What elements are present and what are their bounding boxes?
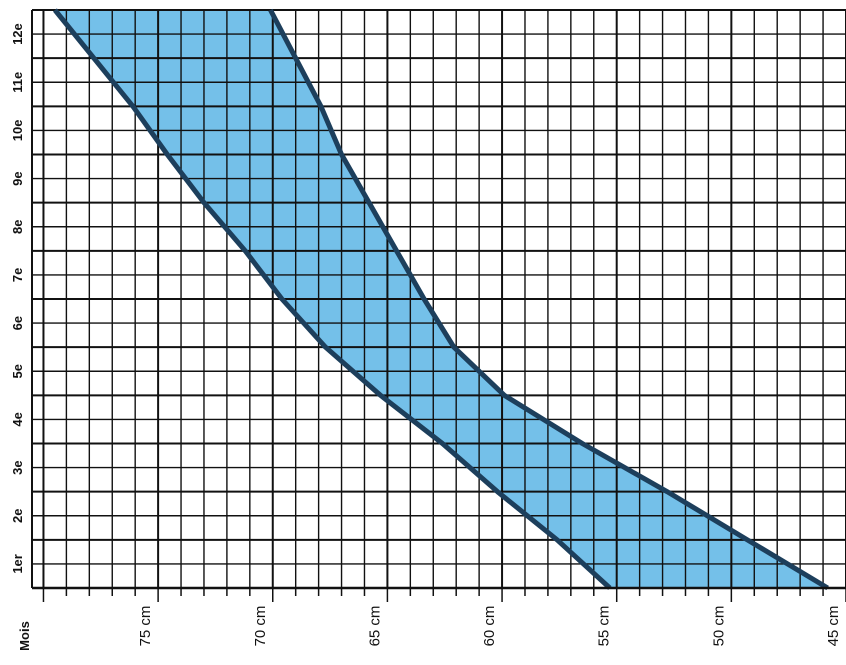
x-tick-label: 65 cm [366, 606, 383, 647]
month-label: 7e [10, 268, 25, 282]
x-tick-label: 75 cm [137, 606, 154, 647]
month-label: 9e [10, 171, 25, 185]
upper-bound-curve [52, 8, 612, 590]
y-axis-title: Mois [17, 621, 32, 651]
month-label: 12e [10, 23, 25, 45]
x-tick-label: 50 cm [710, 606, 727, 647]
curve-layer [52, 8, 829, 591]
lower-bound-curve [268, 8, 829, 591]
month-label: 5e [10, 364, 25, 378]
x-tick-label: 60 cm [481, 606, 498, 647]
axis-layer: 75 cm 70 cm 65 cm 60 cm 55 cm 50 cm 45 cm 1er 2e… [10, 10, 846, 646]
month-label: 10e [10, 120, 25, 142]
month-label: 1er [10, 554, 25, 574]
x-tick-label: 45 cm [825, 606, 842, 647]
month-label: 4e [10, 412, 25, 426]
x-tick-label: 55 cm [596, 606, 613, 647]
month-label: 6e [10, 316, 25, 330]
month-label: 2e [10, 509, 25, 523]
month-label: 11e [10, 72, 25, 93]
x-tick-label: 70 cm [252, 606, 269, 647]
month-label: 3e [10, 460, 25, 474]
month-label: 8e [10, 220, 25, 234]
